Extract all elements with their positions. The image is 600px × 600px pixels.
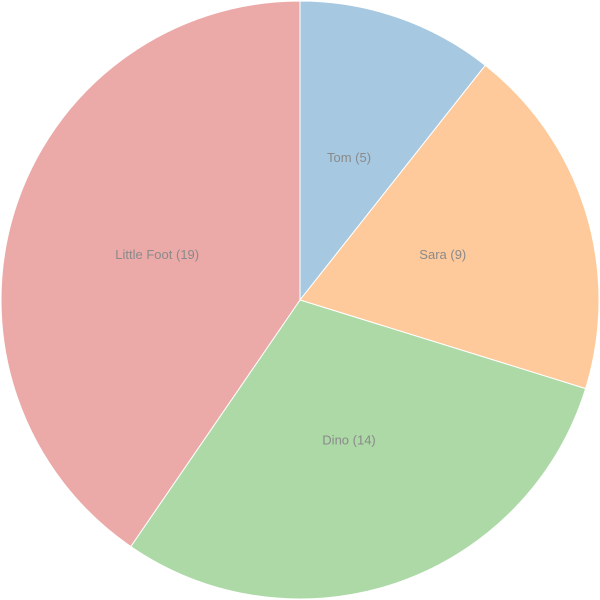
pie-labels: Tom (5) Sara (9) Dino (14) Little Foot (19)	[115, 150, 466, 447]
pie-slice-tom[interactable]	[299, 0, 487, 302]
slice-label-tom: Tom (5)	[327, 150, 371, 165]
slice-label-sara: Sara (9)	[419, 247, 466, 262]
slice-label-little-foot: Little Foot (19)	[115, 247, 199, 262]
pie-slice-little-foot[interactable]	[0, 0, 301, 548]
slice-label-dino: Dino (14)	[322, 433, 375, 448]
pie-slice-sara[interactable]	[299, 64, 600, 390]
pie-slice-dino[interactable]	[130, 299, 587, 600]
